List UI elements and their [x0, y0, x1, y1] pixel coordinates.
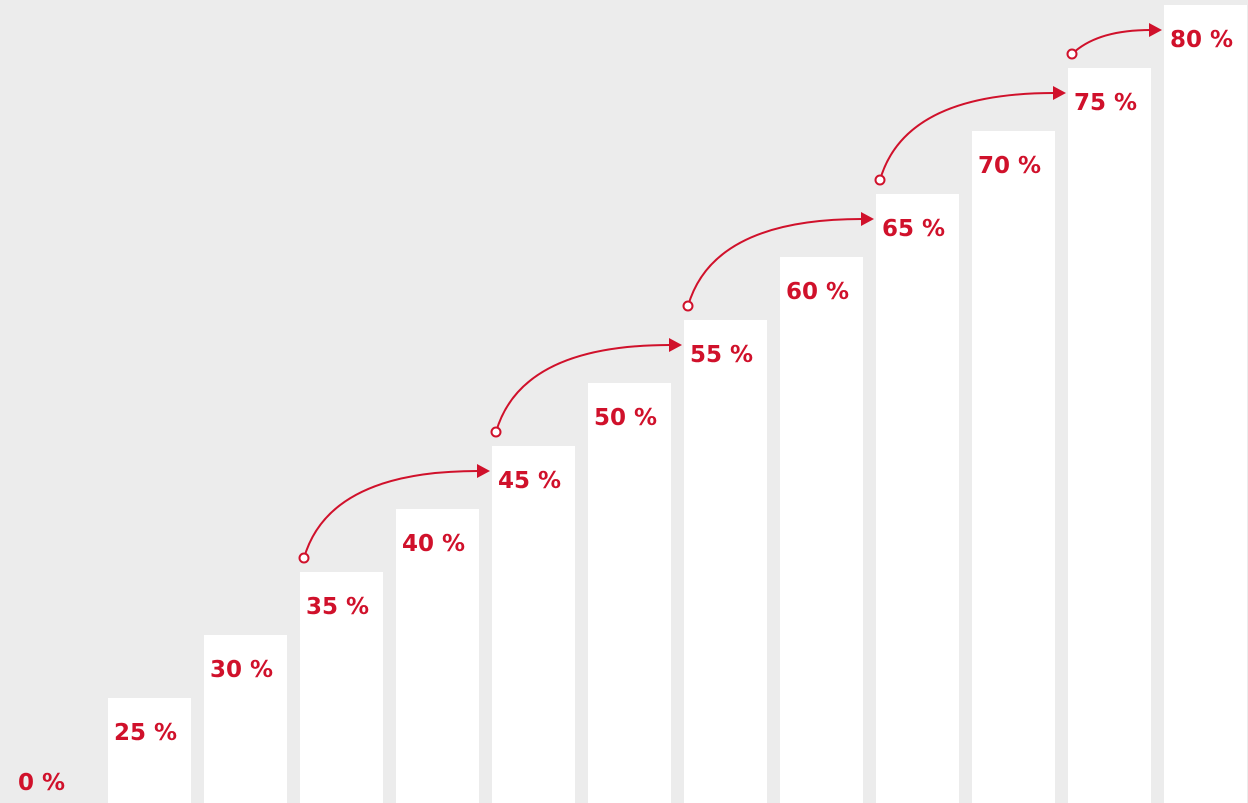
bar-label-40: 40 %: [402, 531, 465, 557]
bar-label-30: 30 %: [210, 657, 273, 683]
bar-label-45: 45 %: [498, 468, 561, 494]
arrow-start-dot: [874, 174, 886, 186]
bar-35: [300, 572, 383, 803]
bar-30: [204, 635, 287, 803]
arrow-75-to-80: [1066, 23, 1162, 60]
arrow-curve: [687, 218, 863, 307]
bar-70: [972, 131, 1055, 803]
arrow-start-dot: [682, 300, 694, 312]
arrow-55-to-65: [682, 212, 874, 312]
arrow-head: [1149, 23, 1162, 37]
arrow-head: [477, 464, 490, 478]
bars-layer: [108, 5, 1247, 803]
arrow-head: [1053, 86, 1066, 100]
bar-65: [876, 194, 959, 803]
bar-25: [108, 698, 191, 803]
bar-45: [492, 446, 575, 803]
arrows-layer: [298, 23, 1162, 564]
arrow-65-to-75: [874, 86, 1066, 186]
arrow-head: [669, 338, 682, 352]
bar-label-50: 50 %: [594, 405, 657, 431]
arrow-start-dot: [1066, 48, 1078, 60]
arrow-start-dot: [490, 426, 502, 438]
bar-55: [684, 320, 767, 803]
arrow-start-dot: [298, 552, 310, 564]
arrow-curve: [303, 470, 479, 559]
bar-label-60: 60 %: [786, 279, 849, 305]
bar-label-35: 35 %: [306, 594, 369, 620]
bar-label-65: 65 %: [882, 216, 945, 242]
bar-label-80: 80 %: [1170, 27, 1233, 53]
arrow-curve: [495, 344, 671, 433]
bar-60: [780, 257, 863, 803]
bar-label-75: 75 %: [1074, 90, 1137, 116]
bar-80: [1164, 5, 1247, 803]
bar-50: [588, 383, 671, 803]
arrow-head: [861, 212, 874, 226]
bar-75: [1068, 68, 1151, 803]
bar-label-70: 70 %: [978, 153, 1041, 179]
bar-label-25: 25 %: [114, 720, 177, 746]
arrow-curve: [879, 92, 1055, 181]
bar-label-55: 55 %: [690, 342, 753, 368]
arrow-45-to-55: [490, 338, 682, 438]
bar-label-0: 0 %: [18, 770, 65, 796]
labels-layer: 0 % 25 % 30 % 35 % 40 % 45 % 50 % 55 % 60 % 65 % 7…: [18, 27, 1233, 796]
arrow-curve: [1071, 29, 1151, 55]
arrow-35-to-45: [298, 464, 490, 564]
bar-40: [396, 509, 479, 803]
